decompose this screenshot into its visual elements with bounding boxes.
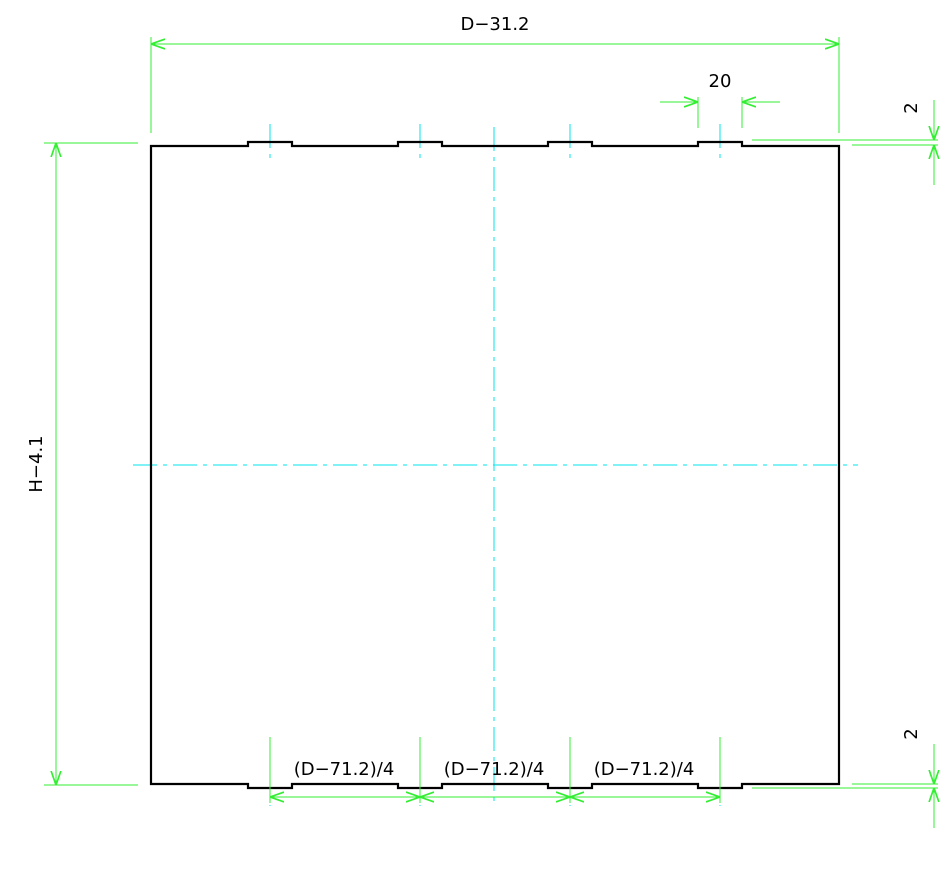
label-notch-depth-top: 2 [901, 102, 922, 113]
label-spacing-2: (D−71.2)/4 [444, 759, 545, 780]
dimension-labels: D−31.2 20 H−4.1 2 2 (D−71.2)/4 (D−71.2)/… [26, 14, 922, 780]
dimension-lines [56, 44, 934, 828]
center-lines [133, 124, 858, 806]
label-spacing-1: (D−71.2)/4 [294, 759, 395, 780]
label-spacing-3: (D−71.2)/4 [594, 759, 695, 780]
label-notch-width: 20 [709, 71, 732, 92]
extension-lines [44, 37, 938, 803]
label-notch-depth-bottom: 2 [901, 728, 922, 739]
label-height: H−4.1 [26, 435, 47, 492]
label-total-width: D−31.2 [460, 14, 529, 35]
part-outline [149, 140, 841, 790]
